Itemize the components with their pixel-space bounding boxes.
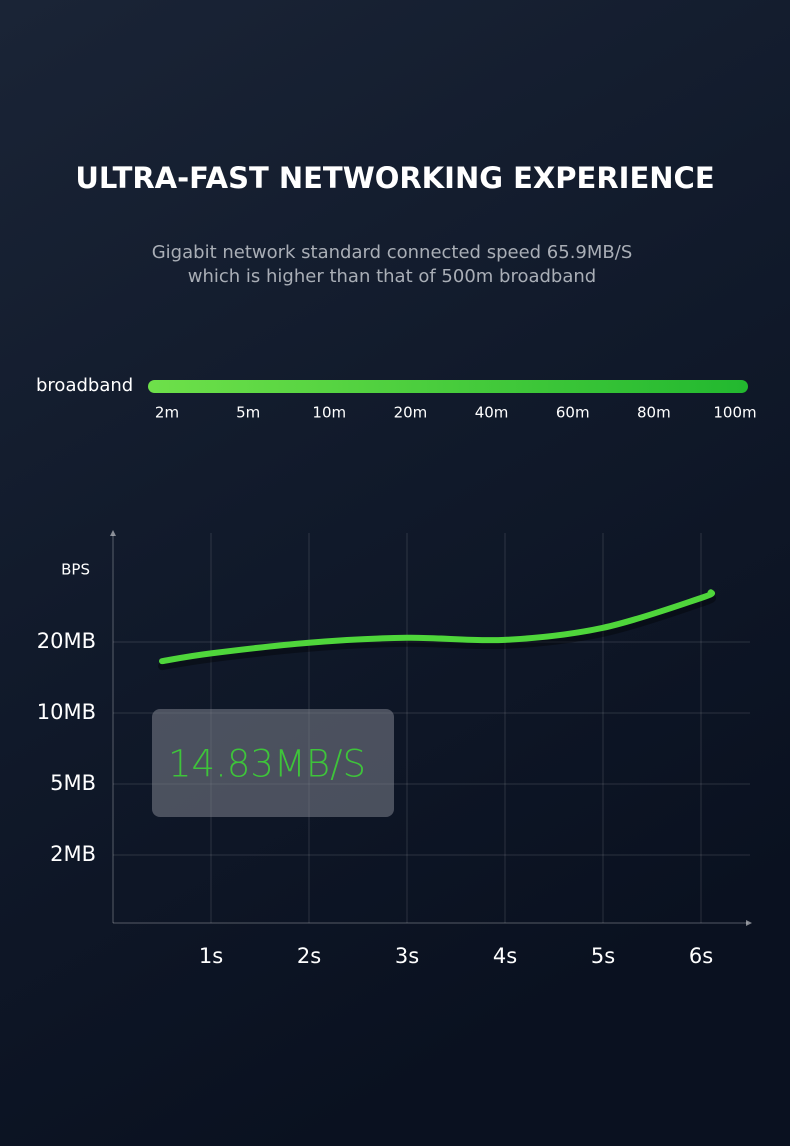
y-tick-label: 2MB xyxy=(50,842,96,866)
x-tick-label: 4s xyxy=(493,944,517,968)
scale-label: 10m xyxy=(312,404,346,422)
scale-label: 60m xyxy=(556,404,590,422)
x-tick-label: 2s xyxy=(297,944,321,968)
broadband-scale: 2m 5m 10m 20m 40m 60m 80m 100m xyxy=(155,404,757,422)
broadband-bar xyxy=(148,380,748,393)
scale-label: 20m xyxy=(394,404,428,422)
scale-label: 5m xyxy=(236,404,260,422)
data-line xyxy=(159,589,716,665)
annotation: 14.83MB/S xyxy=(168,743,366,786)
y-axis-label: BPS xyxy=(61,561,90,579)
annotation-box xyxy=(152,709,394,817)
y-tick-label: 10MB xyxy=(37,700,96,724)
subtitle: Gigabit network standard connected speed… xyxy=(152,242,633,263)
title: ULTRA-FAST NETWORKING EXPERIENCE xyxy=(75,161,714,195)
scale-label: 80m xyxy=(637,404,671,422)
scale-label: 2m xyxy=(155,404,179,422)
x-tick-label: 1s xyxy=(199,944,223,968)
line-shadow xyxy=(158,593,717,671)
x-tick-label: 3s xyxy=(395,944,419,968)
subtitle: which is higher than that of 500m broadb… xyxy=(188,266,596,287)
chart: 2MB 5MB 10MB 20MB 1s 2s 3s 4s 5s 6s BPS 14.83MB/S xyxy=(37,533,750,968)
y-tick-label: 20MB xyxy=(37,629,96,653)
axis-arrow xyxy=(746,920,752,926)
scale-label: 40m xyxy=(475,404,509,422)
y-tick-label: 5MB xyxy=(50,771,96,795)
x-tick-label: 6s xyxy=(689,944,713,968)
axis-arrow xyxy=(110,530,116,536)
scale-label: 100m xyxy=(713,404,756,422)
x-tick-label: 5s xyxy=(591,944,615,968)
broadband-label: broadband xyxy=(36,375,133,396)
